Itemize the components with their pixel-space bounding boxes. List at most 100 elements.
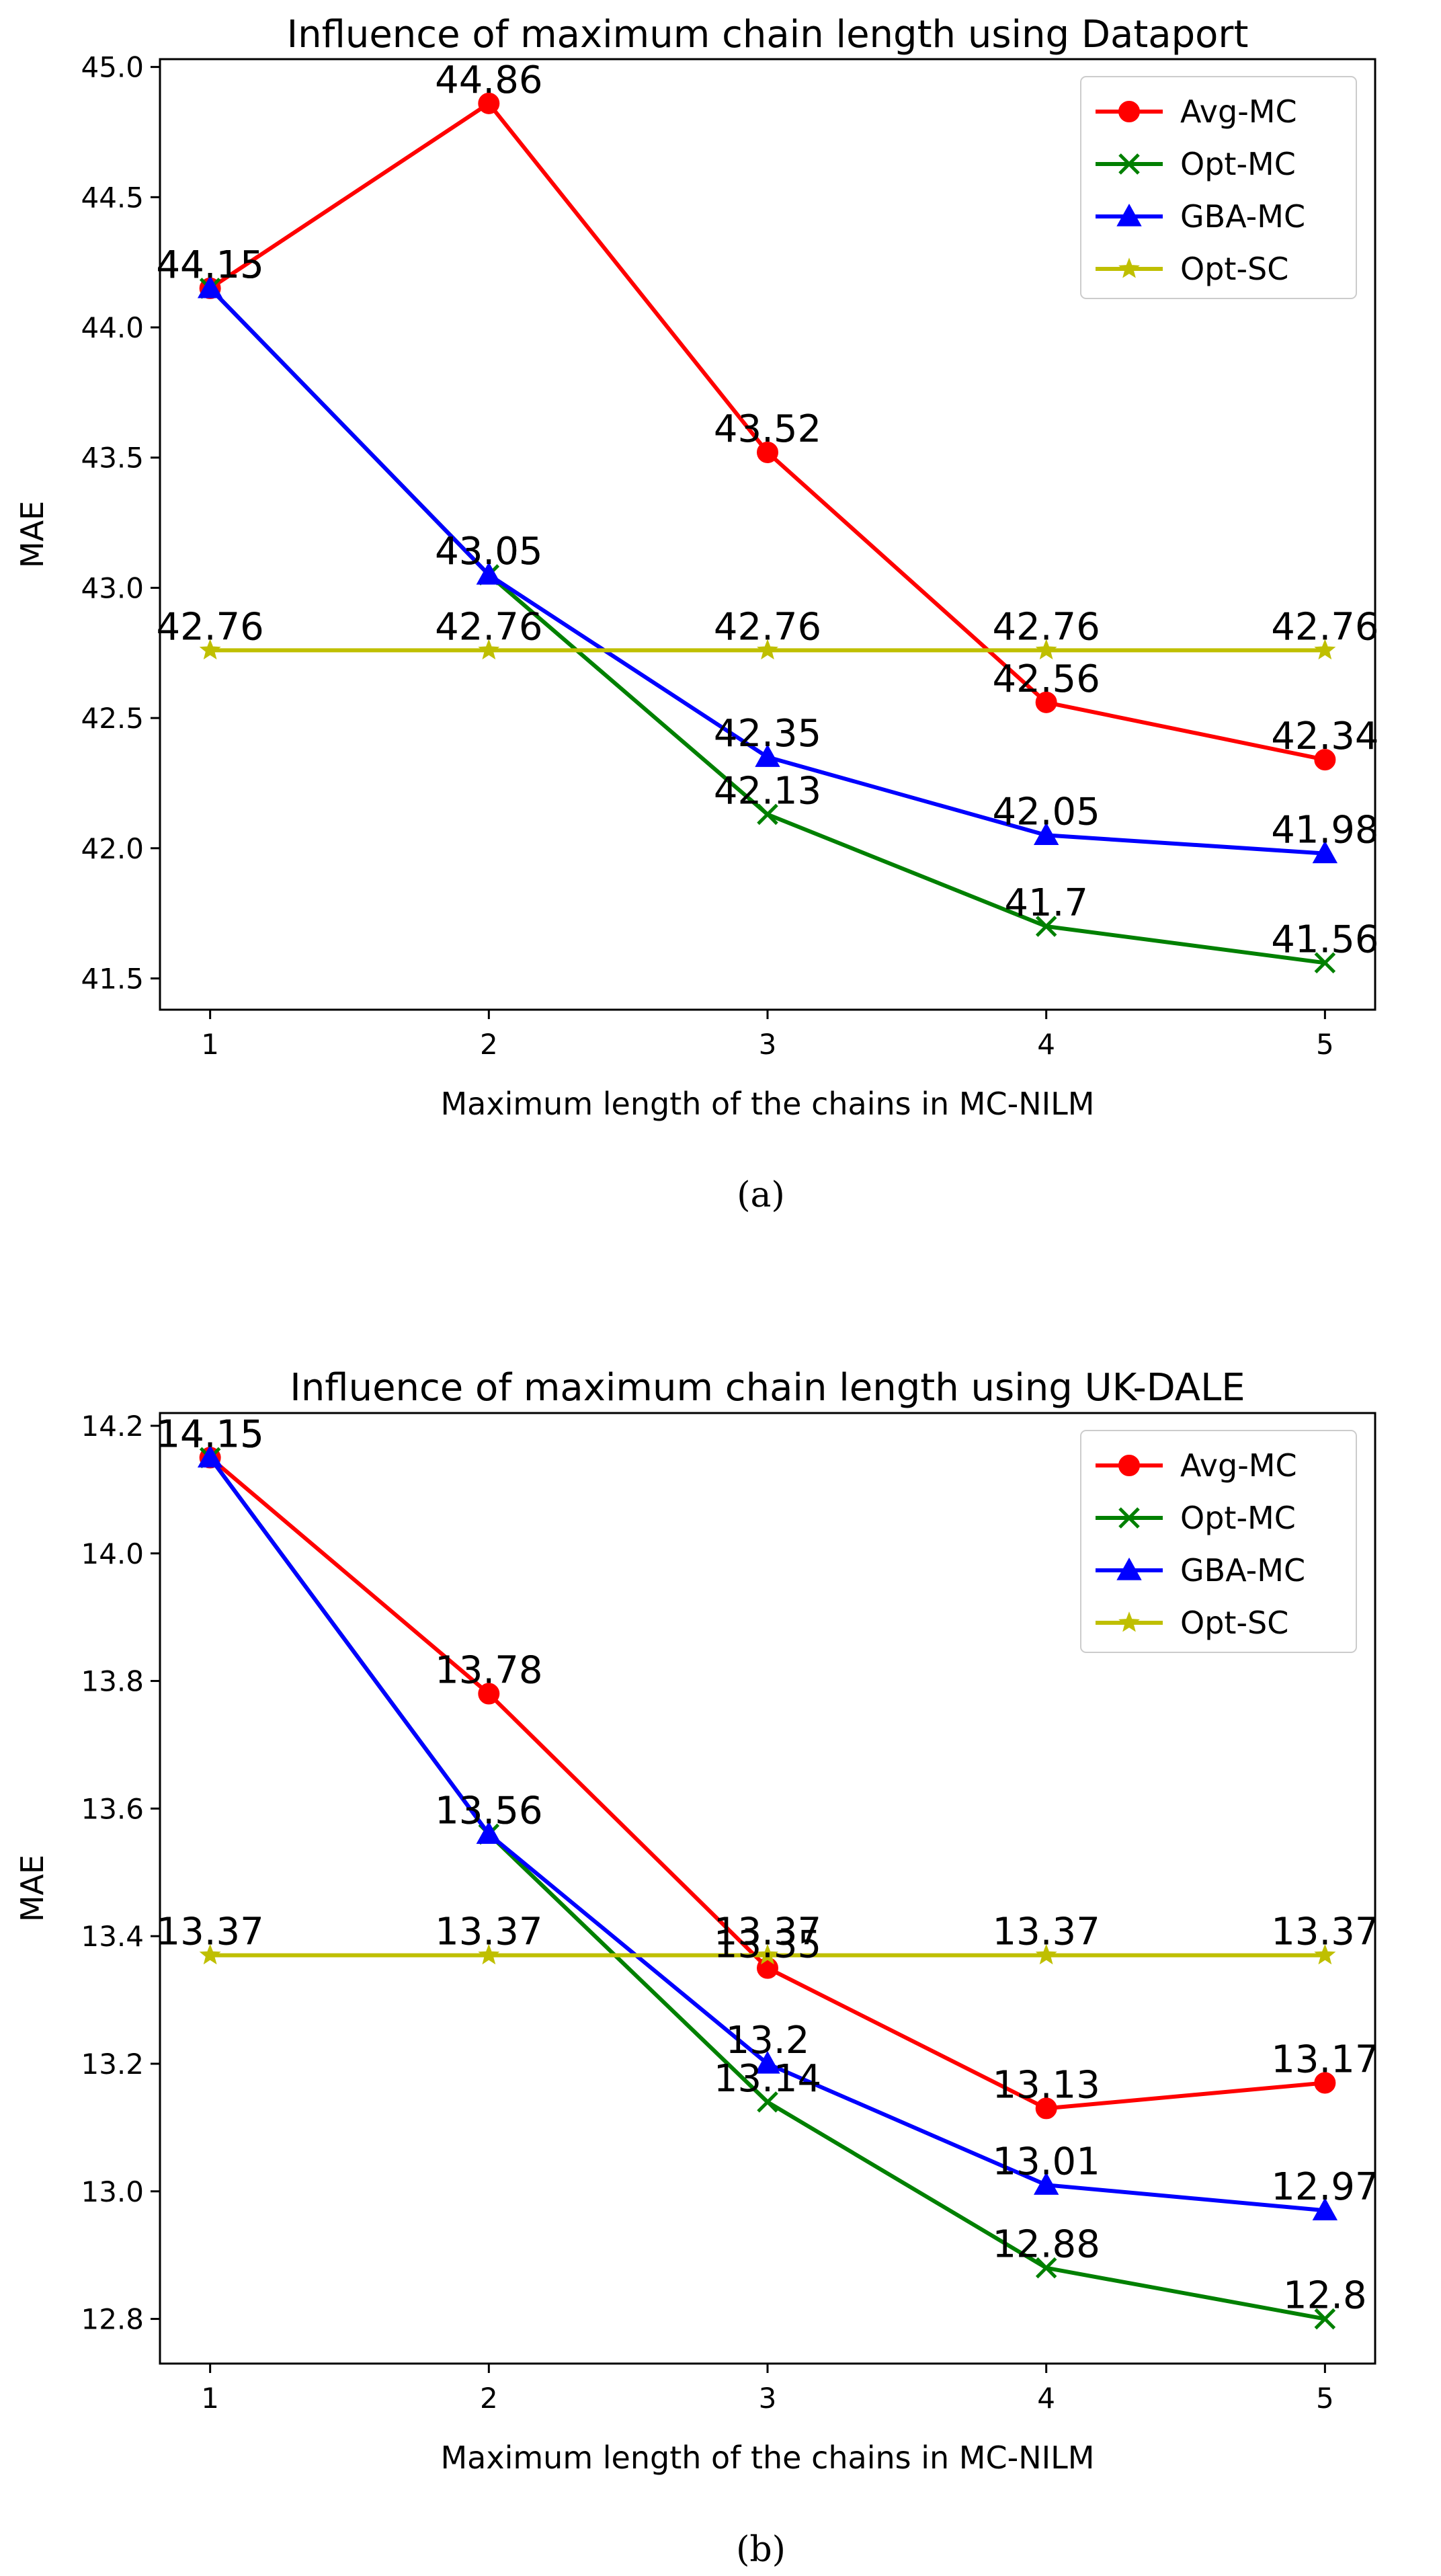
data-point-marker (1314, 2072, 1336, 2094)
data-point-marker (197, 1445, 223, 1468)
data-label: 13.56 (435, 1789, 542, 1833)
data-label: 42.76 (714, 605, 821, 649)
legend-marker (1116, 1557, 1142, 1580)
y-tick-label: 44.0 (81, 311, 144, 344)
series-opt-sc (199, 639, 1336, 659)
data-label: 43.05 (435, 530, 542, 573)
y-tick-label: 41.5 (81, 963, 144, 996)
data-point-marker (757, 639, 778, 659)
series-opt-sc (199, 1943, 1336, 1965)
legend-marker (1116, 203, 1142, 227)
legend-item-opt-sc: Opt-SC (1096, 1605, 1288, 1641)
x-tick-label: 1 (201, 2382, 219, 2415)
data-label: 12.88 (993, 2223, 1100, 2267)
legend-item-opt-sc: Opt-SC (1096, 251, 1288, 287)
legend: Avg-MC Opt-MC GBA-MC Opt-SC (1080, 76, 1357, 299)
series-gba-mc (197, 1445, 1338, 2220)
data-label: 13.14 (714, 2057, 821, 2101)
legend-item-avg-mc: Avg-MC (1096, 1447, 1297, 1484)
legend-label: Opt-SC (1180, 251, 1288, 287)
data-label: 42.35 (714, 712, 821, 756)
data-point-marker (1035, 916, 1057, 937)
legend-marker (1118, 1507, 1140, 1529)
figure-caption: (a) (737, 1175, 785, 1215)
data-point-marker (1312, 2198, 1338, 2220)
data-point-marker (476, 561, 502, 585)
data-point-marker (1312, 840, 1338, 864)
legend-marker (1118, 1455, 1140, 1476)
chart-panel-1: Influence of maximum chain length using … (14, 13, 1379, 1215)
data-point-marker (1314, 639, 1336, 659)
data-label: 44.15 (156, 243, 263, 287)
data-point-marker (1035, 2097, 1057, 2120)
legend-item-opt-mc: Opt-MC (1096, 146, 1296, 182)
y-axis-label: MAE (14, 1855, 50, 1922)
data-label: 44.86 (435, 58, 542, 102)
data-label: 42.34 (1271, 715, 1378, 758)
legend-label: Opt-SC (1180, 1605, 1288, 1641)
legend: Avg-MC Opt-MC GBA-MC Opt-SC (1080, 1430, 1357, 1653)
data-label: 42.76 (435, 605, 542, 649)
data-point-marker (755, 744, 780, 767)
data-label: 13.13 (993, 2063, 1100, 2107)
y-tick-label: 43.5 (81, 442, 144, 475)
data-point-marker (199, 639, 221, 659)
y-axis-label: MAE (14, 501, 50, 568)
legend-label: Avg-MC (1180, 93, 1297, 130)
y-tick-label: 13.8 (81, 1665, 144, 1698)
data-label: 14.15 (156, 1412, 263, 1456)
legend-box (1080, 76, 1357, 299)
data-label: 13.37 (993, 1910, 1100, 1954)
data-label: 13.17 (1271, 2038, 1378, 2081)
data-label: 43.52 (714, 407, 821, 451)
legend-label: Avg-MC (1180, 1447, 1297, 1484)
chart-title: Influence of maximum chain length using … (287, 13, 1249, 56)
data-label: 13.2 (726, 2019, 810, 2062)
data-point-marker (478, 1943, 500, 1965)
x-tick-label: 2 (480, 2382, 498, 2415)
data-point-marker (757, 803, 778, 826)
data-point-marker (1314, 2308, 1336, 2330)
x-axis-label: Maximum length of the chains in MC-NILM (440, 2440, 1094, 2476)
data-label: 41.56 (1271, 918, 1378, 961)
legend-label: Opt-MC (1180, 146, 1296, 182)
data-label: 42.05 (993, 790, 1100, 834)
y-tick-label: 42.0 (81, 832, 144, 865)
x-tick-label: 1 (201, 1028, 219, 1061)
x-tick-label: 5 (1316, 2382, 1334, 2415)
data-label: 13.78 (435, 1649, 542, 1693)
x-tick-label: 2 (480, 1028, 498, 1061)
data-point-marker (757, 2091, 778, 2113)
data-label: 43.05 (435, 530, 542, 573)
y-tick-label: 13.4 (81, 1920, 144, 1953)
data-label: 13.01 (993, 2140, 1100, 2183)
legend-label: Opt-MC (1180, 1500, 1296, 1536)
data-point-marker (476, 1821, 502, 1844)
data-point-marker (478, 639, 500, 659)
data-label: 44.15 (156, 243, 263, 287)
data-label: 13.37 (156, 1910, 263, 1954)
legend-marker (1118, 257, 1140, 278)
data-point-marker (1035, 1943, 1057, 1965)
legend-marker (1118, 1611, 1140, 1632)
data-point-marker (1033, 2172, 1059, 2195)
x-tick-label: 4 (1037, 2382, 1055, 2415)
legend-item-gba-mc: GBA-MC (1096, 198, 1305, 235)
data-label: 44.15 (156, 243, 263, 287)
data-point-marker (757, 1943, 778, 1965)
y-tick-label: 14.2 (81, 1410, 144, 1443)
x-tick-label: 4 (1037, 1028, 1055, 1061)
data-point-marker (197, 275, 223, 298)
x-axis-label: Maximum length of the chains in MC-NILM (440, 1086, 1094, 1122)
chart-title: Influence of maximum chain length using … (290, 1366, 1245, 1410)
data-label: 42.56 (993, 657, 1100, 701)
data-point-marker (757, 441, 778, 463)
data-label: 42.76 (1271, 605, 1378, 649)
data-label: 41.7 (1004, 881, 1088, 925)
data-point-marker (755, 2050, 780, 2074)
data-label: 13.35 (714, 1923, 821, 1967)
legend-label: GBA-MC (1180, 198, 1305, 235)
x-tick-label: 5 (1316, 1028, 1334, 1061)
data-label: 13.37 (714, 1910, 821, 1954)
data-point-marker (1035, 2257, 1057, 2279)
